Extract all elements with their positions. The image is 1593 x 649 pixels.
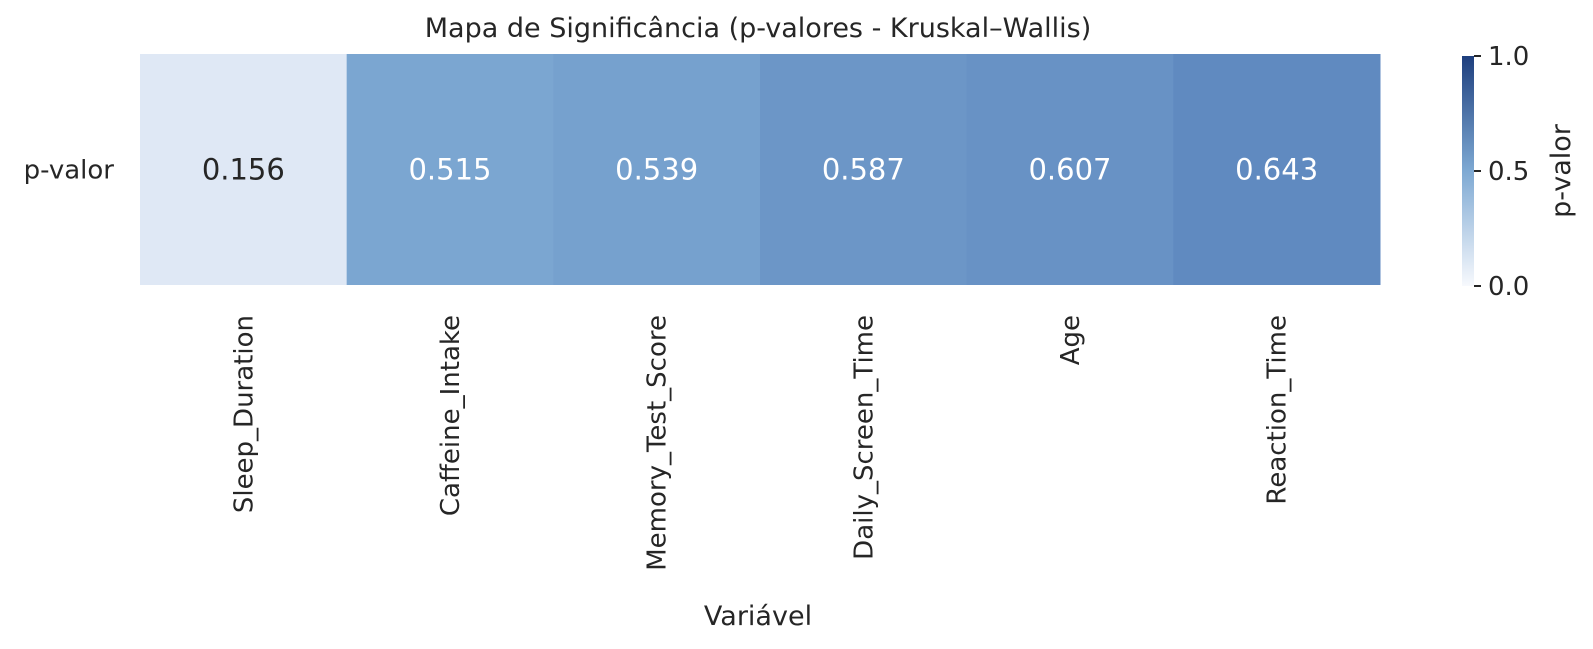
x-tick-label: Reaction_Time — [1263, 315, 1293, 505]
cell-value-label: 0.587 — [822, 153, 905, 187]
chart-title: Mapa de Significância (p-valores - Krusk… — [425, 13, 1091, 44]
row-label: p-valor — [24, 156, 115, 186]
cell-value-label: 0.643 — [1235, 153, 1318, 187]
cell-value-label: 0.156 — [202, 153, 285, 187]
colorbar-tick-label: 0.5 — [1488, 157, 1529, 187]
colorbar-tick-label: 1.0 — [1488, 42, 1529, 72]
heatmap-cell-sleep-duration — [140, 54, 348, 285]
colorbar-gradient — [1462, 56, 1474, 286]
cell-value-label: 0.539 — [615, 153, 698, 187]
x-axis-title: Variável — [704, 601, 812, 632]
colorbar: 0.0 0.5 1.0 p-valor — [1462, 42, 1577, 302]
cell-value-label: 0.515 — [408, 153, 491, 187]
x-tick-label: Caffeine_Intake — [436, 315, 466, 516]
x-tick-labels: Sleep_Duration Caffeine_Intake Memory_Test… — [229, 315, 1292, 571]
heatmap-cell-daily-screen-time — [760, 54, 968, 285]
heatmap-cell-reaction-time — [1173, 54, 1381, 285]
x-tick-label: Sleep_Duration — [229, 315, 259, 513]
x-tick-label: Daily_Screen_Time — [849, 315, 879, 560]
heatmap-cell-age — [966, 54, 1174, 285]
x-tick-label: Age — [1056, 315, 1086, 365]
x-tick-label: Memory_Test_Score — [643, 315, 673, 571]
row-labels: p-valor — [24, 156, 115, 186]
colorbar-title: p-valor — [1546, 123, 1577, 218]
cell-value-label: 0.607 — [1028, 153, 1111, 187]
heatmap-cells: 0.156 0.515 0.539 0.587 0.607 0.643 — [140, 54, 1381, 285]
heatmap-cell-memory-test-score — [553, 54, 761, 285]
colorbar-tick-label: 0.0 — [1488, 272, 1529, 302]
heatmap-cell-caffeine-intake — [346, 54, 554, 285]
